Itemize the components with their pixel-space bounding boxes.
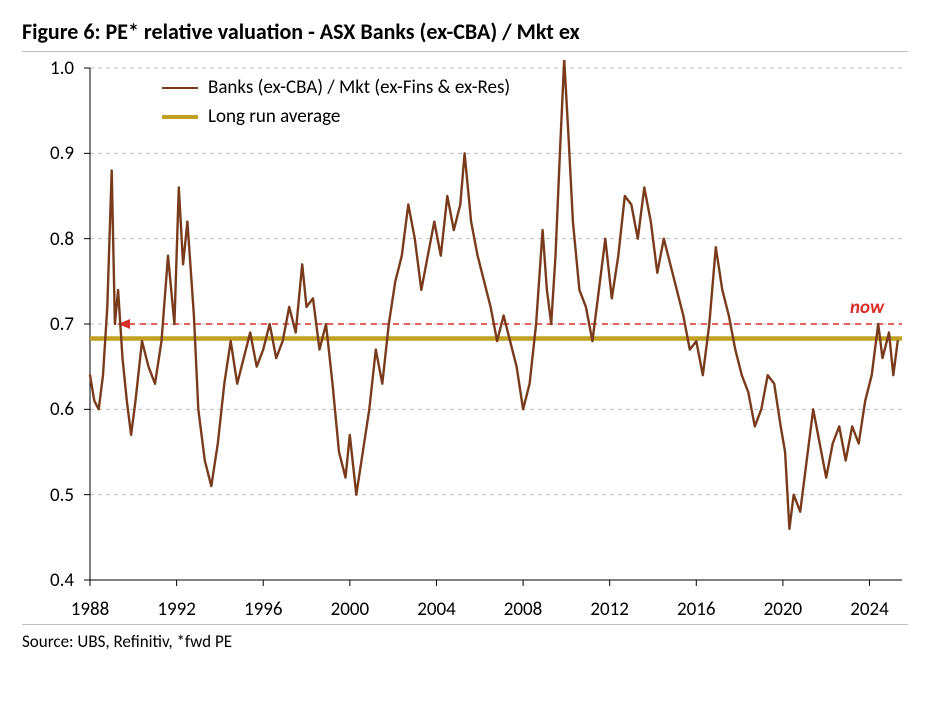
y-tick-label: 0.5 bbox=[22, 484, 74, 507]
y-tick-label: 0.4 bbox=[22, 569, 74, 592]
legend-label-series: Banks (ex-CBA) / Mkt (ex-Fins & ex-Res) bbox=[208, 76, 510, 99]
chart-svg bbox=[22, 60, 910, 620]
x-tick-label: 2016 bbox=[677, 598, 716, 621]
y-tick-label: 0.9 bbox=[22, 142, 74, 165]
legend-swatch-avg bbox=[162, 115, 198, 119]
legend: Banks (ex-CBA) / Mkt (ex-Fins & ex-Res) … bbox=[162, 76, 510, 134]
x-tick-label: 2008 bbox=[504, 598, 543, 621]
x-tick-label: 2000 bbox=[331, 598, 370, 621]
x-tick-label: 2024 bbox=[850, 598, 889, 621]
chart-title: Figure 6: PE* relative valuation - ASX B… bbox=[22, 18, 908, 52]
y-tick-label: 0.6 bbox=[22, 398, 74, 421]
y-axis-ticks: 0.4 0.5 0.6 0.7 0.8 0.9 1.0 bbox=[22, 60, 82, 620]
x-tick-label: 1992 bbox=[157, 598, 196, 621]
legend-row-series: Banks (ex-CBA) / Mkt (ex-Fins & ex-Res) bbox=[162, 76, 510, 99]
y-tick-label: 0.7 bbox=[22, 313, 74, 336]
x-axis-ticks: 1988 1992 1996 2000 2004 2008 2012 2016 2020 2024 bbox=[22, 592, 910, 620]
x-tick-label: 2020 bbox=[764, 598, 803, 621]
y-tick-label: 1.0 bbox=[22, 57, 74, 80]
x-tick-label: 2012 bbox=[590, 598, 629, 621]
source-caption: Source: UBS, Refinitiv, *fwd PE bbox=[22, 624, 908, 652]
x-tick-label: 2004 bbox=[417, 598, 456, 621]
now-label: now bbox=[850, 296, 884, 319]
legend-swatch-series bbox=[162, 87, 198, 89]
x-tick-label: 1996 bbox=[244, 598, 283, 621]
y-tick-label: 0.8 bbox=[22, 228, 74, 251]
chart-area: Banks (ex-CBA) / Mkt (ex-Fins & ex-Res) … bbox=[22, 60, 910, 620]
legend-label-avg: Long run average bbox=[208, 105, 340, 128]
legend-row-avg: Long run average bbox=[162, 105, 510, 128]
x-tick-label: 1988 bbox=[71, 598, 110, 621]
